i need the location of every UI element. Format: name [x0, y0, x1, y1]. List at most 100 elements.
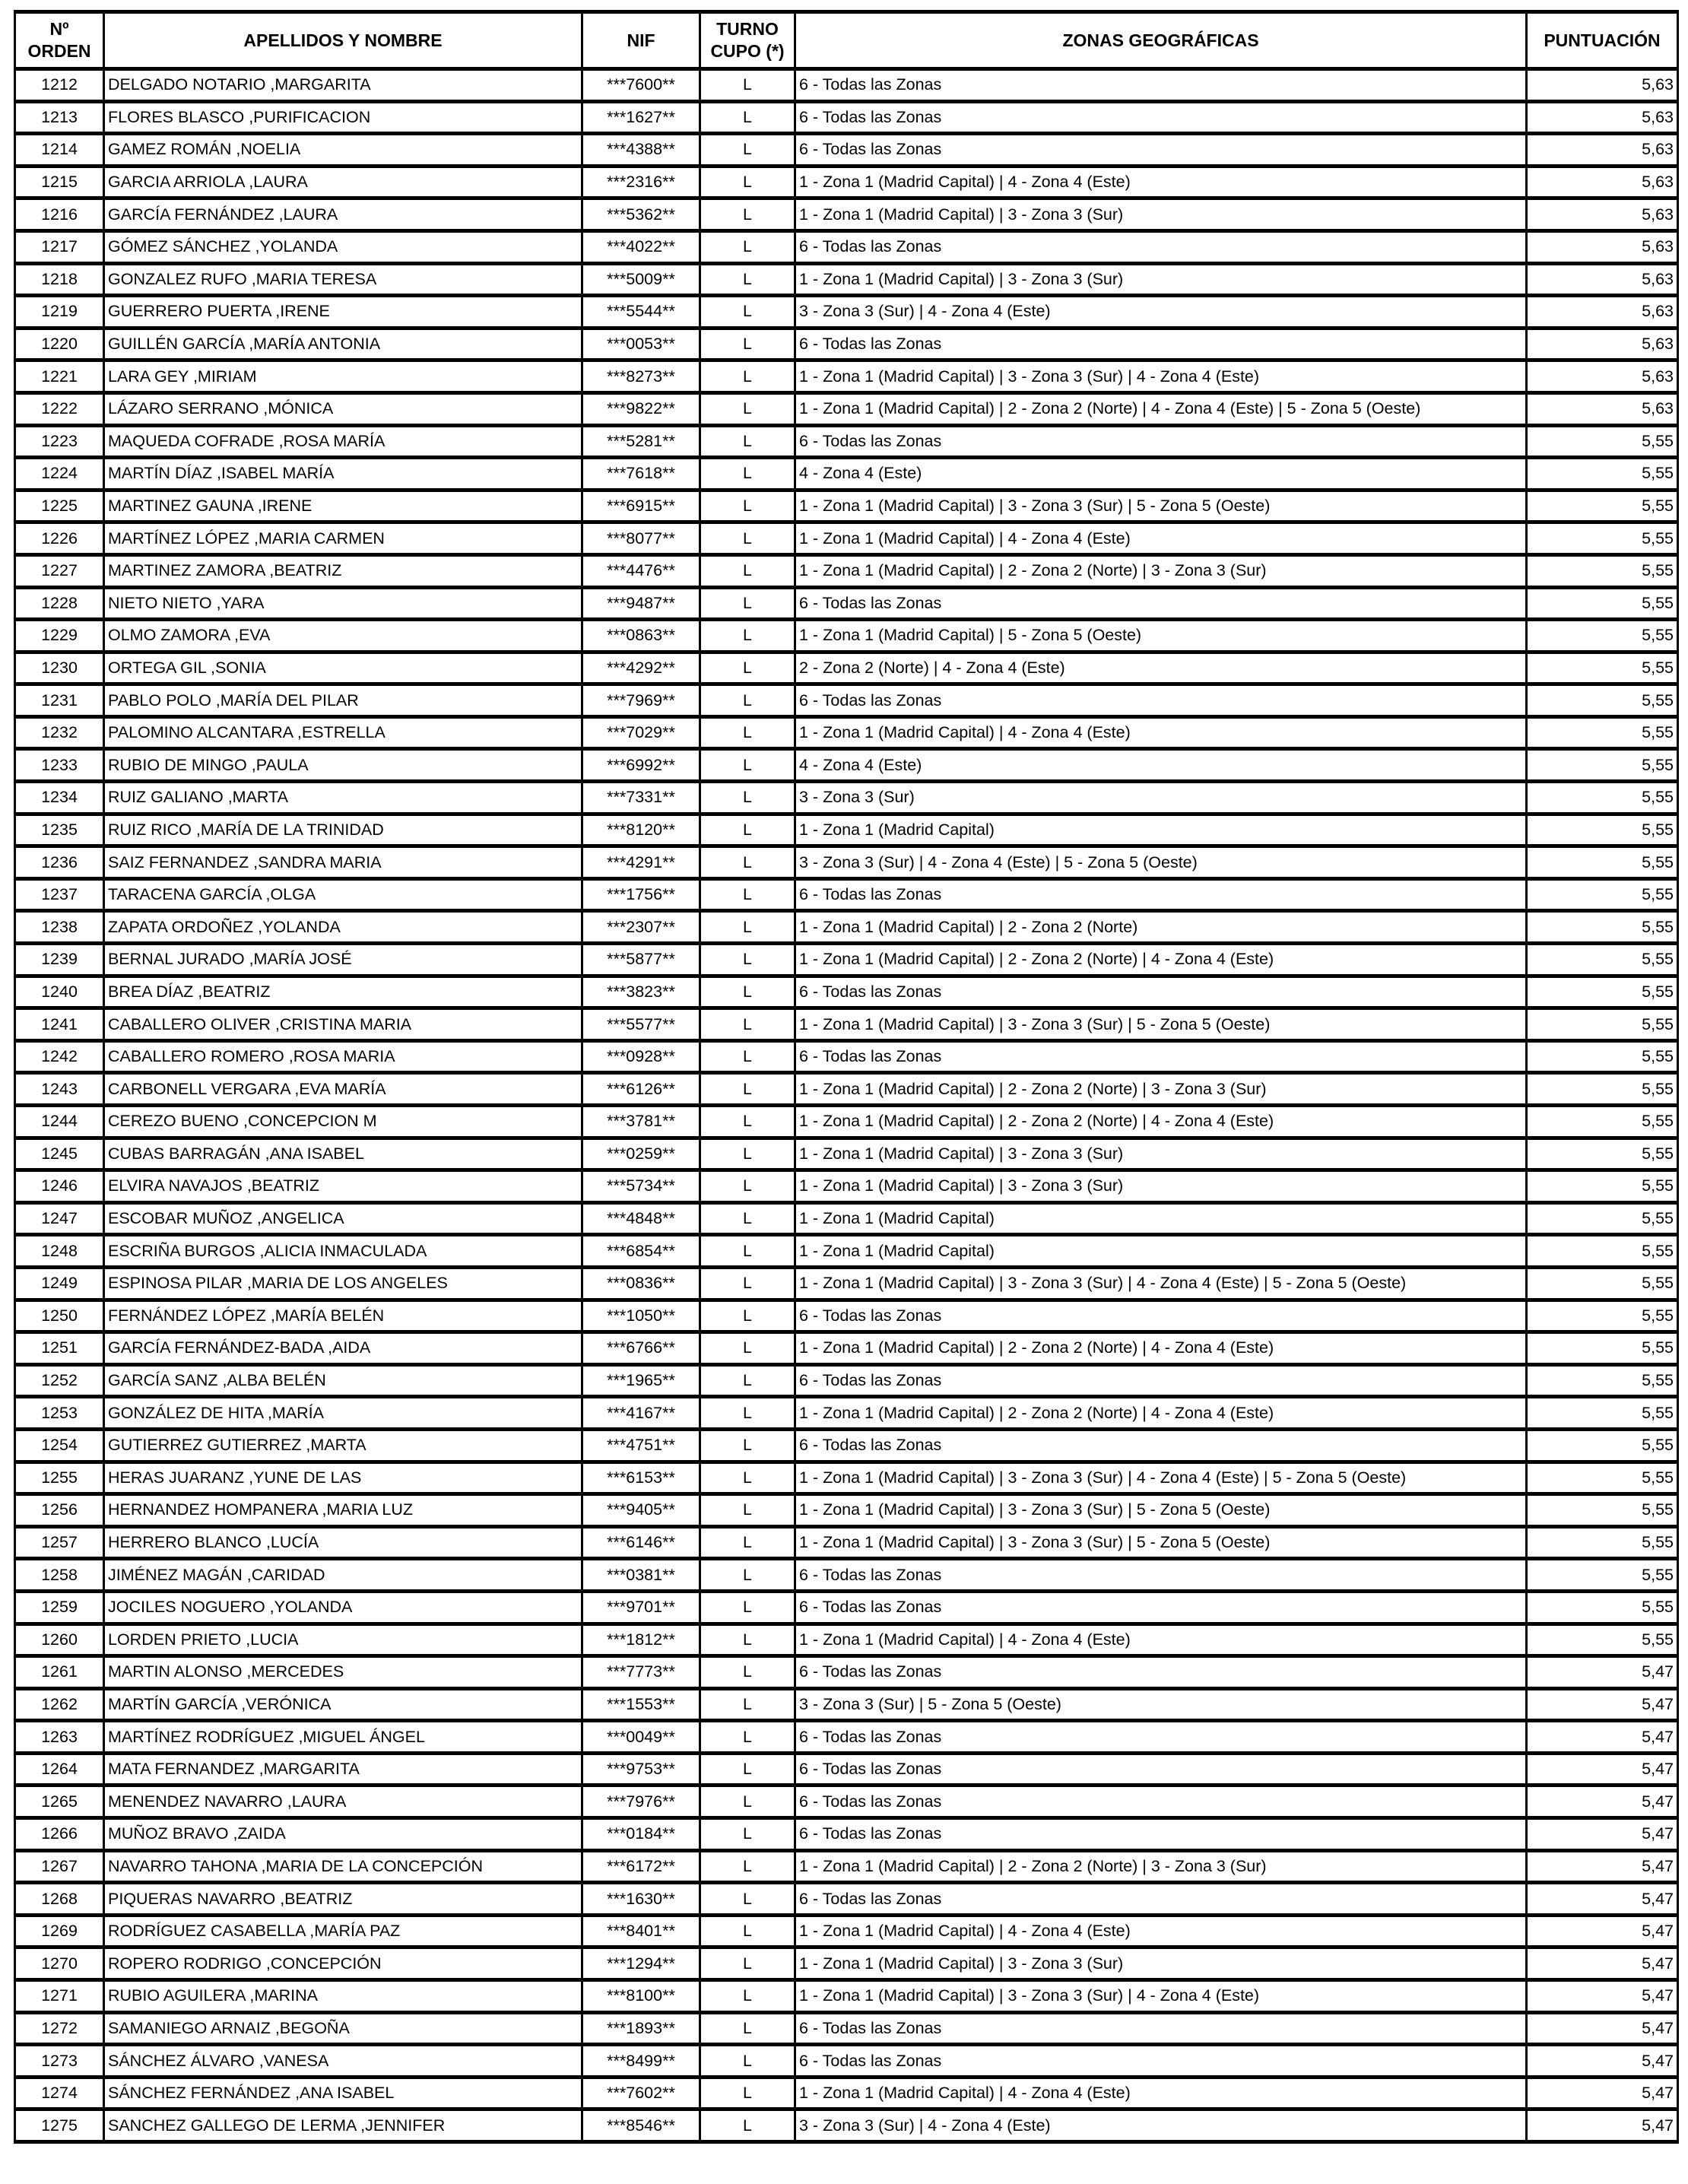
row-order-number: 1259	[14, 1589, 105, 1626]
row-zonas-geograficas: 1 - Zona 1 (Madrid Capital) | 2 - Zona 2…	[794, 1848, 1528, 1885]
row-zonas-geograficas: 6 - Todas las Zonas	[794, 1589, 1528, 1626]
row-order-number: 1242	[14, 1038, 105, 1075]
row-turno-cupo: L	[699, 1654, 796, 1690]
row-order-number: 1248	[14, 1233, 105, 1269]
row-zonas-geograficas: 1 - Zona 1 (Madrid Capital) | 4 - Zona 4…	[794, 163, 1528, 201]
table-row: 1274 SÁNCHEZ FERNÁNDEZ ,ANA ISABEL ***7602…	[14, 2074, 1679, 2112]
row-puntuacion: 5,55	[1525, 682, 1679, 719]
table-row: 1275 SANCHEZ GALLEGO DE LERMA ,JENNIFER **…	[14, 2107, 1679, 2144]
row-zonas-geograficas: 1 - Zona 1 (Madrid Capital) | 4 - Zona 4…	[794, 520, 1528, 557]
row-zonas-geograficas: 6 - Todas las Zonas	[794, 973, 1528, 1011]
row-order-number: 1265	[14, 1783, 105, 1821]
table-row: 1269 RODRÍGUEZ CASABELLA ,MARÍA PAZ ***840…	[14, 1913, 1679, 1950]
row-apellidos-y-nombre: GUTIERREZ GUTIERREZ ,MARTA	[103, 1427, 583, 1464]
row-order-number: 1221	[14, 358, 105, 395]
row-puntuacion: 5,47	[1525, 1751, 1679, 1788]
table-body: 1212 DELGADO NOTARIO ,MARGARITA ***7600** L…	[14, 67, 1679, 2144]
table-row: 1254 GUTIERREZ GUTIERREZ ,MARTA ***4751** L…	[14, 1427, 1679, 1464]
table-row: 1249 ESPINOSA PILAR ,MARIA DE LOS ANGELES…	[14, 1265, 1679, 1302]
row-apellidos-y-nombre: MARTINEZ GAUNA ,IRENE	[103, 487, 583, 525]
col-header-turno-cupo: TURNO CUPO (*)	[699, 10, 796, 71]
row-turno-cupo: L	[699, 1751, 796, 1788]
row-zonas-geograficas: 1 - Zona 1 (Madrid Capital) | 3 - Zona 3…	[794, 1978, 1528, 2014]
row-apellidos-y-nombre: MARTINEZ ZAMORA ,BEATRIZ	[103, 552, 583, 589]
row-apellidos-y-nombre: ESCOBAR MUÑOZ ,ANGELICA	[103, 1200, 583, 1237]
row-apellidos-y-nombre: GÓMEZ SÁNCHEZ ,YOLANDA	[103, 228, 583, 265]
row-apellidos-y-nombre: RUBIO AGUILERA ,MARINA	[103, 1978, 583, 2014]
row-puntuacion: 5,55	[1525, 423, 1679, 460]
row-zonas-geograficas: 6 - Todas las Zonas	[794, 67, 1528, 103]
row-puntuacion: 5,55	[1525, 1589, 1679, 1626]
row-turno-cupo: L	[699, 617, 796, 654]
row-apellidos-y-nombre: GONZALEZ RUFO ,MARIA TERESA	[103, 261, 583, 298]
row-nif: ***0381**	[581, 1557, 701, 1593]
row-order-number: 1224	[14, 456, 105, 492]
row-nif: ***6153**	[581, 1459, 701, 1497]
row-nif: ***0049**	[581, 1719, 701, 1755]
row-turno-cupo: L	[699, 456, 796, 492]
row-nif: ***7773**	[581, 1654, 701, 1690]
row-turno-cupo: L	[699, 1006, 796, 1043]
row-order-number: 1223	[14, 423, 105, 460]
row-apellidos-y-nombre: HERNANDEZ HOMPANERA ,MARIA LUZ	[103, 1492, 583, 1528]
table-row: 1228 NIETO NIETO ,YARA ***9487** L 6 - Todas…	[14, 585, 1679, 622]
row-turno-cupo: L	[699, 487, 796, 525]
row-turno-cupo: L	[699, 67, 796, 103]
row-zonas-geograficas: 2 - Zona 2 (Norte) | 4 - Zona 4 (Este)	[794, 649, 1528, 687]
row-nif: ***1553**	[581, 1686, 701, 1723]
row-order-number: 1268	[14, 1881, 105, 1917]
col-header-zonas-geograficas: ZONAS GEOGRÁFICAS	[794, 10, 1528, 71]
row-turno-cupo: L	[699, 714, 796, 751]
table-row: 1235 RUIZ RICO ,MARÍA DE LA TRINIDAD ***81…	[14, 811, 1679, 849]
row-apellidos-y-nombre: SAMANIEGO ARNAIZ ,BEGOÑA	[103, 2010, 583, 2047]
row-turno-cupo: L	[699, 325, 796, 363]
row-turno-cupo: L	[699, 520, 796, 557]
table-row: 1260 LORDEN PRIETO ,LUCIA ***1812** L 1 - Zo…	[14, 1621, 1679, 1659]
row-puntuacion: 5,55	[1525, 1621, 1679, 1659]
row-order-number: 1245	[14, 1135, 105, 1173]
table-row: 1232 PALOMINO ALCANTARA ,ESTRELLA ***7029*…	[14, 714, 1679, 751]
row-puntuacion: 5,47	[1525, 1945, 1679, 1982]
row-order-number: 1232	[14, 714, 105, 751]
table-row: 1239 BERNAL JURADO ,MARÍA JOSÉ ***5877** L 1…	[14, 941, 1679, 978]
row-puntuacion: 5,55	[1525, 1071, 1679, 1107]
row-nif: ***0836**	[581, 1265, 701, 1302]
row-order-number: 1216	[14, 196, 105, 233]
row-puntuacion: 5,47	[1525, 1816, 1679, 1852]
table-row: 1255 HERAS JUARANZ ,YUNE DE LAS ***6153** L…	[14, 1459, 1679, 1497]
row-nif: ***8273**	[581, 358, 701, 395]
row-apellidos-y-nombre: RUBIO DE MINGO ,PAULA	[103, 747, 583, 784]
row-apellidos-y-nombre: DELGADO NOTARIO ,MARGARITA	[103, 67, 583, 103]
row-nif: ***6992**	[581, 747, 701, 784]
row-apellidos-y-nombre: SÁNCHEZ ÁLVARO ,VANESA	[103, 2043, 583, 2079]
row-puntuacion: 5,63	[1525, 261, 1679, 298]
row-puntuacion: 5,55	[1525, 1362, 1679, 1399]
row-nif: ***2307**	[581, 909, 701, 946]
table-row: 1220 GUILLÉN GARCÍA ,MARÍA ANTONIA ***0053…	[14, 325, 1679, 363]
table-row: 1236 SAIZ FERNANDEZ ,SANDRA MARIA ***4291*…	[14, 844, 1679, 881]
row-puntuacion: 5,47	[1525, 2107, 1679, 2144]
table-row: 1265 MENENDEZ NAVARRO ,LAURA ***7976** L 6 -…	[14, 1783, 1679, 1821]
row-turno-cupo: L	[699, 2074, 796, 2112]
row-turno-cupo: L	[699, 1071, 796, 1107]
row-order-number: 1255	[14, 1459, 105, 1497]
row-puntuacion: 5,63	[1525, 390, 1679, 427]
row-puntuacion: 5,55	[1525, 811, 1679, 849]
row-apellidos-y-nombre: CABALLERO OLIVER ,CRISTINA MARIA	[103, 1006, 583, 1043]
row-apellidos-y-nombre: CEREZO BUENO ,CONCEPCION M	[103, 1103, 583, 1140]
row-nif: ***5362**	[581, 196, 701, 233]
row-apellidos-y-nombre: MARTÍNEZ LÓPEZ ,MARIA CARMEN	[103, 520, 583, 557]
row-apellidos-y-nombre: MUÑOZ BRAVO ,ZAIDA	[103, 1816, 583, 1852]
row-order-number: 1244	[14, 1103, 105, 1140]
row-puntuacion: 5,55	[1525, 747, 1679, 784]
row-nif: ***7331**	[581, 779, 701, 816]
table-row: 1248 ESCRIÑA BURGOS ,ALICIA INMACULADA ***…	[14, 1233, 1679, 1269]
row-zonas-geograficas: 3 - Zona 3 (Sur) | 4 - Zona 4 (Este)	[794, 294, 1528, 330]
row-nif: ***7029**	[581, 714, 701, 751]
row-apellidos-y-nombre: MARTIN ALONSO ,MERCEDES	[103, 1654, 583, 1690]
table-row: 1234 RUIZ GALIANO ,MARTA ***7331** L 3 - Zon…	[14, 779, 1679, 816]
row-order-number: 1267	[14, 1848, 105, 1885]
row-puntuacion: 5,47	[1525, 1783, 1679, 1821]
row-puntuacion: 5,55	[1525, 552, 1679, 589]
